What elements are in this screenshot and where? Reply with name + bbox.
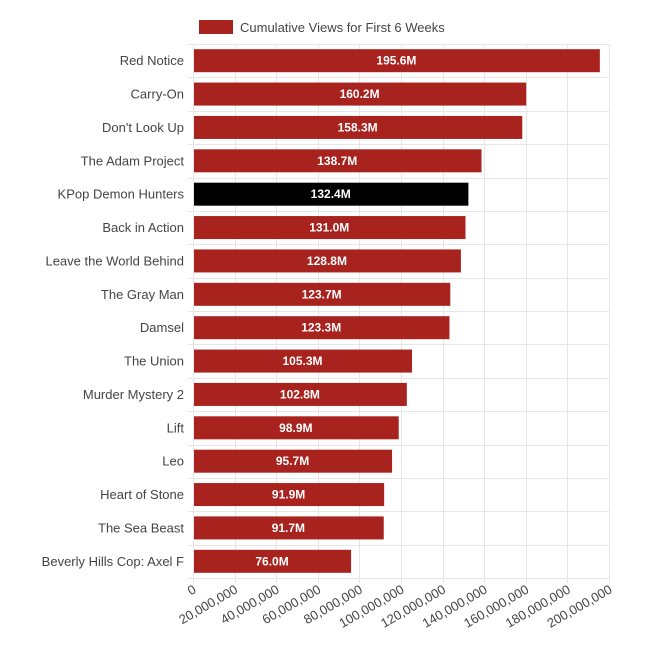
data-label-10: 102.8M [280, 387, 320, 401]
data-label-7: 123.7M [302, 287, 342, 301]
category-label-7: The Gray Man [101, 287, 184, 302]
category-label-14: The Sea Beast [98, 520, 184, 535]
data-label-2: 158.3M [338, 120, 378, 134]
data-label-11: 98.9M [279, 421, 312, 435]
data-label-12: 95.7M [276, 454, 309, 468]
category-label-9: The Union [124, 354, 184, 369]
legend: Cumulative Views for First 6 Weeks [199, 20, 445, 35]
category-label-0: Red Notice [120, 53, 184, 68]
x-tick-label-0: 0 [185, 582, 199, 599]
category-label-11: Lift [167, 420, 185, 435]
bar-1 [194, 82, 527, 106]
category-labels: Red Notice Carry-On Don't Look Up The Adam … [42, 53, 185, 569]
bar-12 [194, 449, 393, 473]
data-label-14: 91.7M [272, 521, 305, 535]
data-label-5: 131.0M [309, 221, 349, 235]
bar-7 [194, 282, 451, 306]
category-label-12: Leo [162, 454, 184, 469]
bar-0 [194, 49, 600, 73]
category-label-4: KPop Demon Hunters [58, 187, 185, 202]
bar-5 [194, 216, 466, 240]
bar-3 [194, 149, 482, 173]
category-label-5: Back in Action [102, 220, 184, 235]
data-label-6: 128.8M [307, 254, 347, 268]
bar-9 [194, 349, 413, 373]
bar-14 [194, 516, 384, 540]
category-label-3: The Adam Project [81, 153, 185, 168]
bar-4 [194, 182, 469, 206]
category-label-2: Don't Look Up [102, 120, 184, 135]
legend-swatch [199, 20, 233, 34]
bar-10 [194, 382, 407, 406]
bar-2 [194, 115, 523, 139]
data-label-3: 138.7M [317, 154, 357, 168]
data-label-9: 105.3M [282, 354, 322, 368]
category-label-1: Carry-On [131, 87, 184, 102]
data-label-4: 132.4M [311, 187, 351, 201]
category-label-10: Murder Mystery 2 [83, 387, 184, 402]
bar-6 [194, 249, 461, 273]
category-label-6: Leave the World Behind [45, 253, 184, 268]
data-label-8: 123.3M [301, 321, 341, 335]
category-label-13: Heart of Stone [100, 487, 184, 502]
bar-15 [194, 549, 352, 573]
bar-11 [194, 416, 399, 440]
data-label-1: 160.2M [340, 87, 380, 101]
bar-8 [194, 316, 450, 340]
data-label-15: 76.0M [255, 554, 288, 568]
legend-label: Cumulative Views for First 6 Weeks [240, 20, 445, 35]
bar-13 [194, 483, 385, 507]
bars: 195.6M 160.2M 158.3M 138.7M 132.4M 131.0M 128.… [194, 49, 600, 573]
category-label-15: Beverly Hills Cop: Axel F [42, 554, 184, 569]
data-label-13: 91.9M [272, 488, 305, 502]
x-axis-tick-labels: 020,000,00040,000,00060,000,00080,000,00… [176, 582, 614, 631]
category-label-8: Damsel [140, 320, 184, 335]
data-label-0: 195.6M [376, 54, 416, 68]
